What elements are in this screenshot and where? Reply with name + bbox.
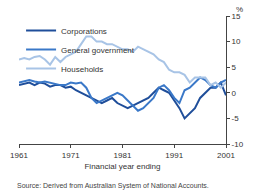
svg-text:Financial year ending: Financial year ending	[84, 162, 160, 171]
svg-text:15: 15	[232, 12, 241, 21]
svg-text:1961: 1961	[10, 151, 28, 160]
svg-text:Households: Households	[61, 65, 103, 74]
svg-text:1991: 1991	[165, 151, 183, 160]
svg-text:Corporations: Corporations	[61, 27, 107, 36]
svg-text:-10: -10	[232, 140, 244, 149]
svg-text:-5: -5	[232, 114, 240, 123]
svg-text:0: 0	[232, 89, 237, 98]
svg-text:2001: 2001	[217, 151, 235, 160]
svg-text:10: 10	[232, 37, 241, 46]
svg-text:1981: 1981	[114, 151, 132, 160]
svg-text:General government: General government	[61, 46, 135, 55]
svg-text:1971: 1971	[62, 151, 80, 160]
svg-text:5: 5	[232, 63, 237, 72]
svg-text:Source: Derived from Australia: Source: Derived from Australian System o…	[17, 182, 209, 190]
svg-text:%: %	[236, 5, 243, 14]
